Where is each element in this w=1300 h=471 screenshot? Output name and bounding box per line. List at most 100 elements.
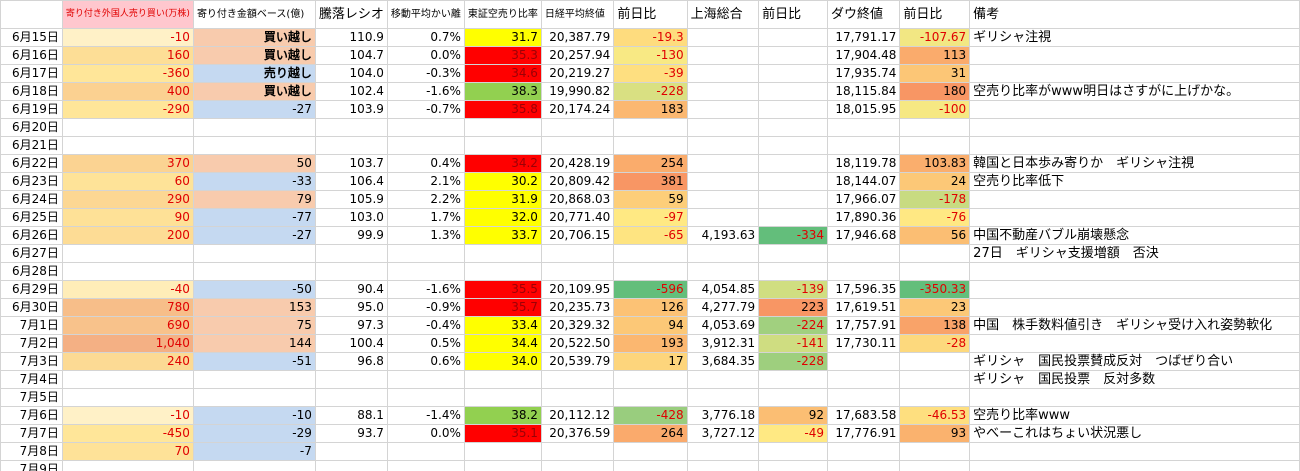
cell: -1.4% bbox=[386, 406, 465, 425]
cell: 34.4 bbox=[463, 334, 542, 353]
cell bbox=[540, 118, 615, 137]
cell: 102.4 bbox=[314, 82, 388, 101]
cell bbox=[969, 442, 1300, 461]
cell: -0.4% bbox=[386, 316, 465, 335]
cell: 183 bbox=[613, 100, 688, 119]
cell bbox=[826, 118, 901, 137]
data-row: 7月7日 -450 -29 93.7 0.0% 35.1 20,376.59 264 3,727… bbox=[0, 424, 1300, 443]
cell: 144 bbox=[192, 334, 316, 353]
cell: 35.1 bbox=[463, 424, 542, 443]
cell bbox=[61, 370, 194, 389]
cell: 20,387.79 bbox=[540, 28, 615, 47]
cell: 88.1 bbox=[314, 406, 388, 425]
cell: 売り越し bbox=[192, 64, 316, 83]
cell: 400 bbox=[61, 82, 194, 101]
cell: 32.0 bbox=[463, 208, 542, 227]
cell bbox=[540, 136, 615, 155]
cell: 31.9 bbox=[463, 190, 542, 209]
cell: -7 bbox=[192, 442, 316, 461]
cell: 138 bbox=[899, 316, 971, 335]
cell: 200 bbox=[61, 226, 194, 245]
cell bbox=[758, 100, 828, 119]
cell: 4,277.79 bbox=[686, 298, 760, 317]
cell: 103.83 bbox=[899, 154, 971, 173]
cell bbox=[686, 64, 760, 83]
cell: -141 bbox=[758, 334, 828, 353]
cell: -596 bbox=[613, 280, 688, 299]
data-row: 6月27日 27日 ギリシャ支援増額 否決 bbox=[0, 244, 1300, 263]
cell bbox=[969, 298, 1300, 317]
cell: 1.7% bbox=[386, 208, 465, 227]
cell: 20,219.27 bbox=[540, 64, 615, 83]
data-row: 7月1日 690 75 97.3 -0.4% 33.4 20,329.32 94 4,053.6… bbox=[0, 316, 1300, 335]
cell: -100 bbox=[899, 100, 971, 119]
cell bbox=[540, 460, 615, 471]
cell bbox=[686, 46, 760, 65]
cell bbox=[192, 262, 316, 281]
cell: 290 bbox=[61, 190, 194, 209]
cell: 韓国と日本歩み寄りか ギリシャ注視 bbox=[969, 154, 1300, 173]
cell bbox=[386, 244, 465, 263]
data-row: 6月26日 200 -27 99.9 1.3% 33.7 20,706.15 -65 4,193… bbox=[0, 226, 1300, 245]
cell bbox=[758, 388, 828, 407]
cell bbox=[192, 118, 316, 137]
cell: 17,619.51 bbox=[826, 298, 901, 317]
cell: 97.3 bbox=[314, 316, 388, 335]
data-row: 6月29日 -40 -50 90.4 -1.6% 35.5 20,109.95 -596 4,0… bbox=[0, 280, 1300, 299]
cell bbox=[969, 460, 1300, 471]
data-row: 7月6日 -10 -10 88.1 -1.4% 38.2 20,112.12 -428 3,77… bbox=[0, 406, 1300, 425]
cell: 27日 ギリシャ支援増額 否決 bbox=[969, 244, 1300, 263]
cell bbox=[463, 244, 542, 263]
cell: -77 bbox=[192, 208, 316, 227]
cell bbox=[314, 262, 388, 281]
cell: -0.7% bbox=[386, 100, 465, 119]
cell: -27 bbox=[192, 226, 316, 245]
cell bbox=[686, 172, 760, 191]
cell bbox=[613, 244, 688, 263]
cell bbox=[192, 460, 316, 471]
cell: 75 bbox=[192, 316, 316, 335]
cell bbox=[613, 262, 688, 281]
cell bbox=[613, 118, 688, 137]
cell bbox=[826, 244, 901, 263]
cell: 370 bbox=[61, 154, 194, 173]
cell: 153 bbox=[192, 298, 316, 317]
cell: 780 bbox=[61, 298, 194, 317]
date-cell: 6月30日 bbox=[0, 298, 63, 317]
cell bbox=[314, 388, 388, 407]
cell: 0.5% bbox=[386, 334, 465, 353]
cell: 103.0 bbox=[314, 208, 388, 227]
cell: -50 bbox=[192, 280, 316, 299]
cell bbox=[758, 244, 828, 263]
cell: -33 bbox=[192, 172, 316, 191]
cell: 空売り比率低下 bbox=[969, 172, 1300, 191]
cell: ギリシャ 国民投票賛成反対 つばぜり合い bbox=[969, 352, 1300, 371]
cell: 0.4% bbox=[386, 154, 465, 173]
cell bbox=[758, 442, 828, 461]
cell: 17,791.17 bbox=[826, 28, 901, 47]
cell bbox=[686, 244, 760, 263]
cell: 94 bbox=[613, 316, 688, 335]
date-cell: 6月28日 bbox=[0, 262, 63, 281]
cell: 90 bbox=[61, 208, 194, 227]
data-row: 6月18日 400 買い越し 102.4 -1.6% 38.3 19,990.82 -228 1… bbox=[0, 82, 1300, 101]
cell: 38.3 bbox=[463, 82, 542, 101]
cell: -0.3% bbox=[386, 64, 465, 83]
cell: 買い越し bbox=[192, 82, 316, 101]
cell bbox=[540, 388, 615, 407]
cell: -360 bbox=[61, 64, 194, 83]
cell: 20,706.15 bbox=[540, 226, 615, 245]
cell: 0.0% bbox=[386, 424, 465, 443]
cell: -10 bbox=[192, 406, 316, 425]
data-row: 6月19日 -290 -27 103.9 -0.7% 35.8 20,174.24 183 18… bbox=[0, 100, 1300, 119]
cell bbox=[686, 460, 760, 471]
cell bbox=[899, 352, 971, 371]
cell: 34.6 bbox=[463, 64, 542, 83]
data-row: 6月23日 60 -33 106.4 2.1% 30.2 20,809.42 381 18,14… bbox=[0, 172, 1300, 191]
cell: 0.7% bbox=[386, 28, 465, 47]
cell bbox=[758, 460, 828, 471]
header-cell: 前日比 bbox=[613, 0, 688, 29]
cell bbox=[826, 388, 901, 407]
cell bbox=[463, 136, 542, 155]
